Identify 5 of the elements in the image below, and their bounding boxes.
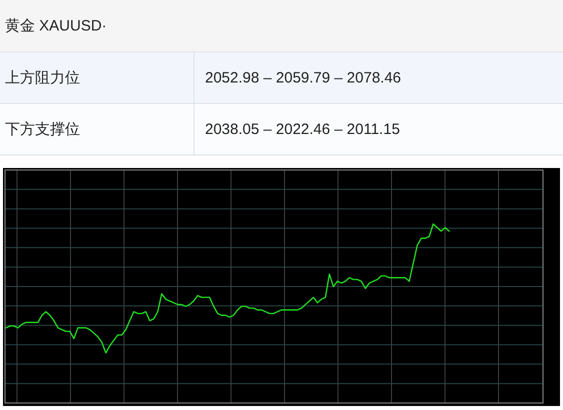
text: 下方支撑位 — [5, 120, 80, 138]
text: 黄金 XAUUSD· — [5, 18, 107, 34]
text: 2038.05 – 2022.46 – 2011.15 — [205, 120, 400, 138]
text: 2052.98 – 2059.79 – 2078.46 — [205, 69, 402, 86]
text: 上方阻力位 — [5, 69, 80, 86]
